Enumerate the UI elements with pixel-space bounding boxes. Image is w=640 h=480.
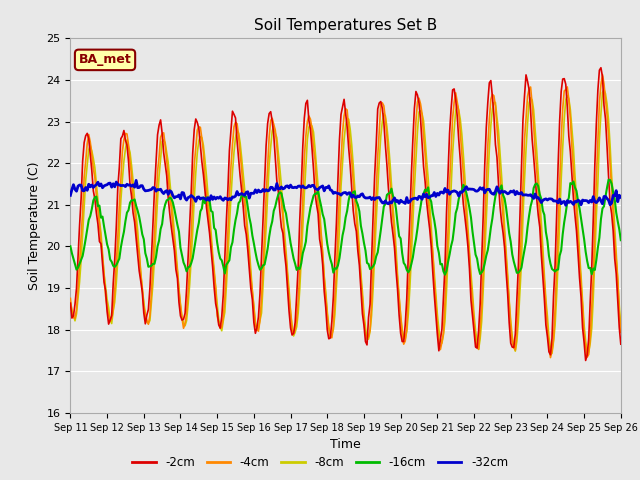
Y-axis label: Soil Temperature (C): Soil Temperature (C) (28, 161, 41, 290)
Title: Soil Temperatures Set B: Soil Temperatures Set B (254, 18, 437, 33)
Text: BA_met: BA_met (79, 53, 131, 66)
Legend: -2cm, -4cm, -8cm, -16cm, -32cm: -2cm, -4cm, -8cm, -16cm, -32cm (127, 452, 513, 474)
X-axis label: Time: Time (330, 438, 361, 451)
